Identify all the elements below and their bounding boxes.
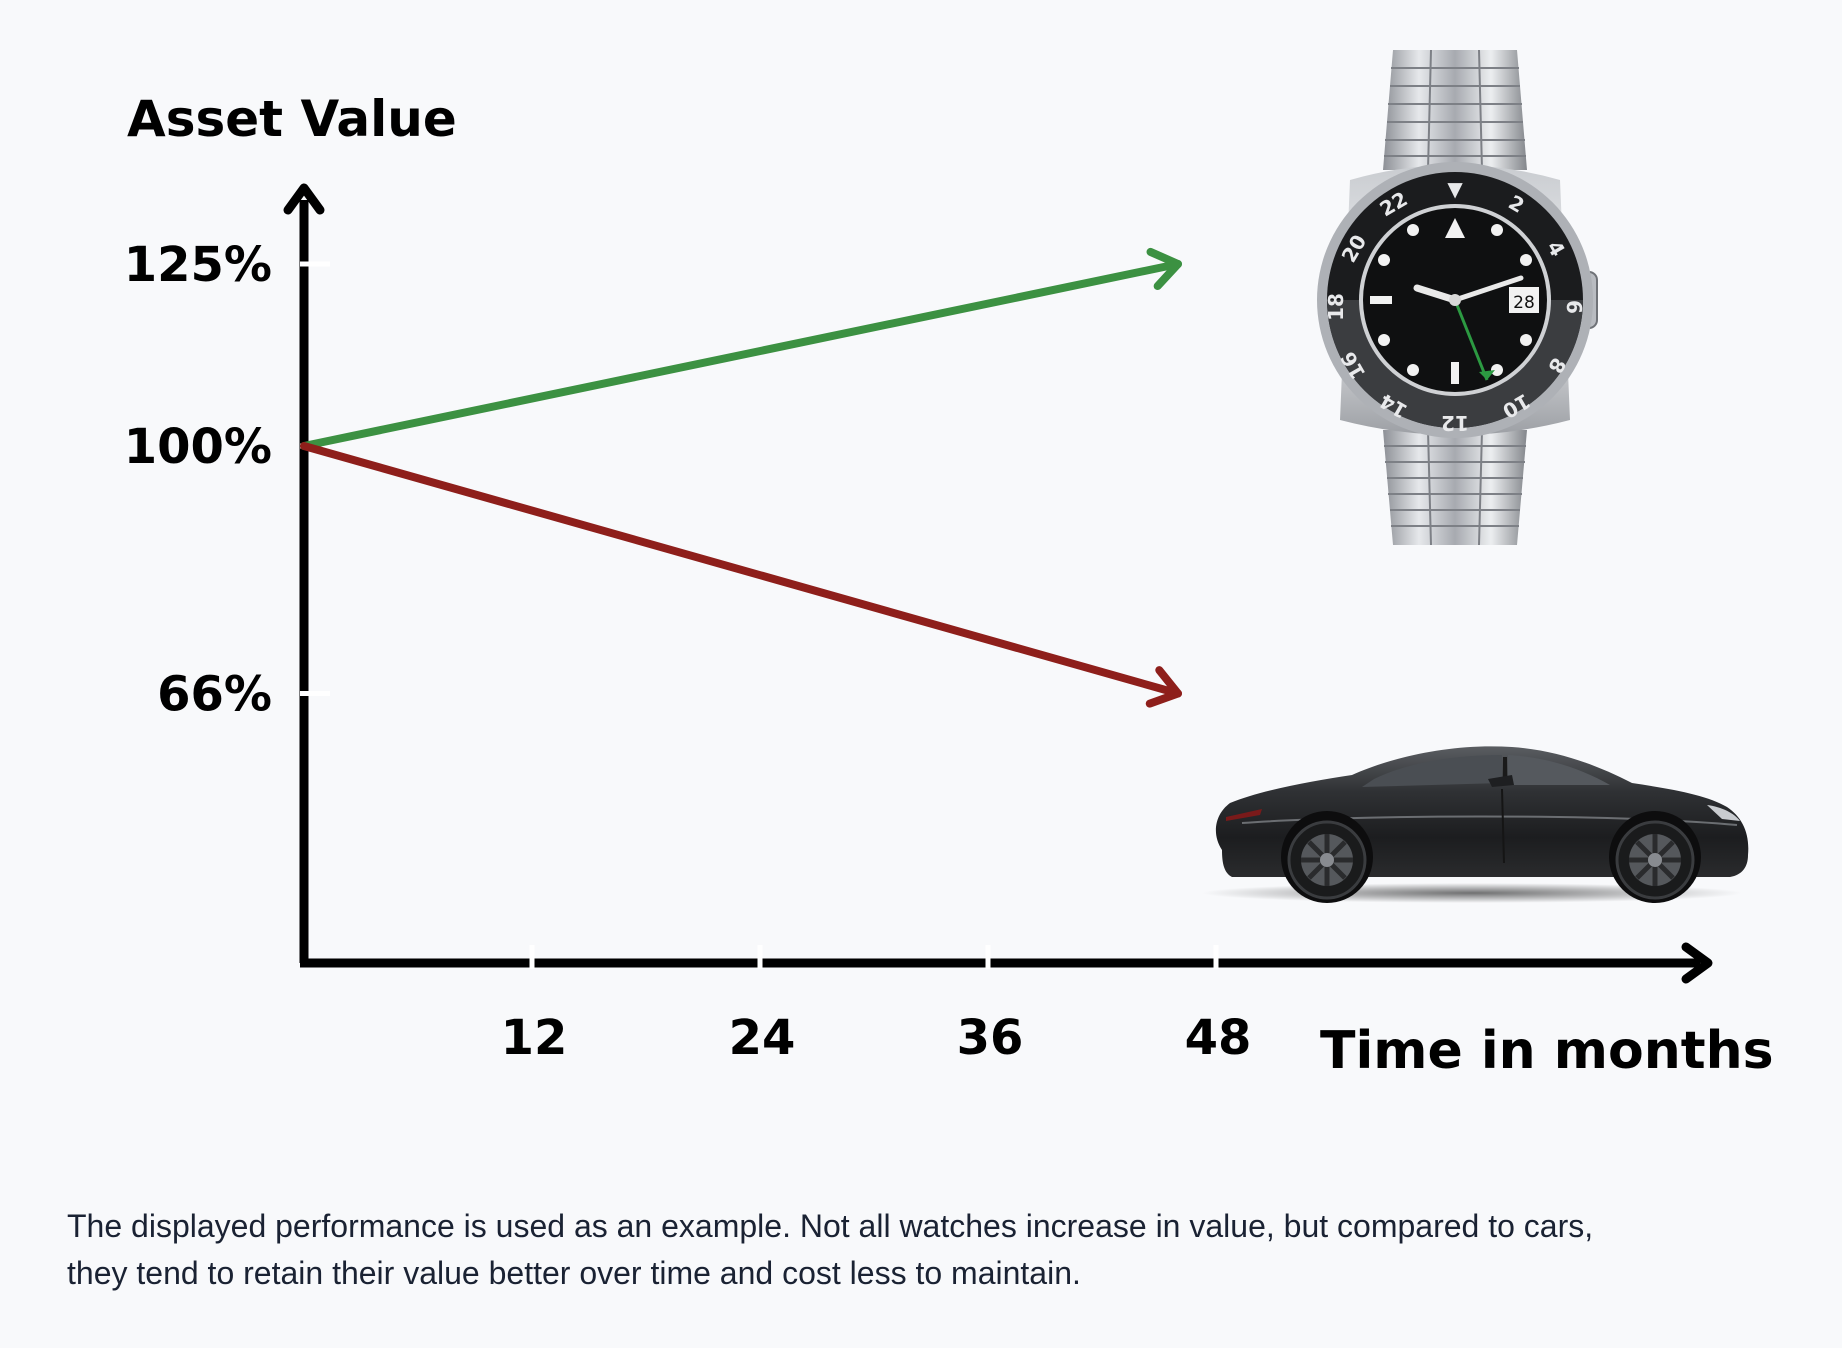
car-icon <box>1202 746 1749 903</box>
car-wheel-front <box>1615 820 1695 900</box>
x-axis-arrowhead <box>1681 942 1713 984</box>
y-tick-label: 125% <box>124 237 272 293</box>
x-ticks: 12 24 36 48 <box>501 945 1252 1066</box>
x-axis-title: Time in months <box>1320 1021 1774 1081</box>
x-tick-label: 24 <box>729 1010 796 1066</box>
svg-text:12: 12 <box>1441 411 1469 435</box>
watch-icon: ▼ 2 4 6 8 10 12 14 16 18 20 22 <box>1317 49 1598 546</box>
series-arrowhead-watch <box>1146 247 1182 291</box>
y-axis-arrowhead <box>283 183 325 215</box>
svg-text:28: 28 <box>1513 293 1535 313</box>
x-tick-label: 12 <box>501 1010 568 1066</box>
y-axis-title: Asset Value <box>127 90 457 148</box>
svg-text:6: 6 <box>1562 300 1586 314</box>
series-layer <box>300 247 1182 708</box>
watch-bracelet-top <box>1383 49 1527 171</box>
svg-text:18: 18 <box>1324 293 1348 321</box>
x-tick-label: 36 <box>957 1010 1024 1066</box>
watch-bracelet-bottom <box>1383 429 1527 546</box>
series-line-car <box>300 442 1182 698</box>
x-tick-label: 48 <box>1185 1010 1252 1066</box>
y-tick-label: 100% <box>124 419 272 475</box>
series-arrowhead-car <box>1145 666 1182 708</box>
svg-text:▼: ▼ <box>1447 177 1463 201</box>
car-wheel-rear <box>1287 820 1367 900</box>
y-ticks: 66% 100% 125% <box>124 237 330 723</box>
disclaimer-text: The displayed performance is used as an … <box>67 1208 1594 1291</box>
series-line-watch <box>300 260 1182 450</box>
y-tick-label: 66% <box>157 667 272 723</box>
